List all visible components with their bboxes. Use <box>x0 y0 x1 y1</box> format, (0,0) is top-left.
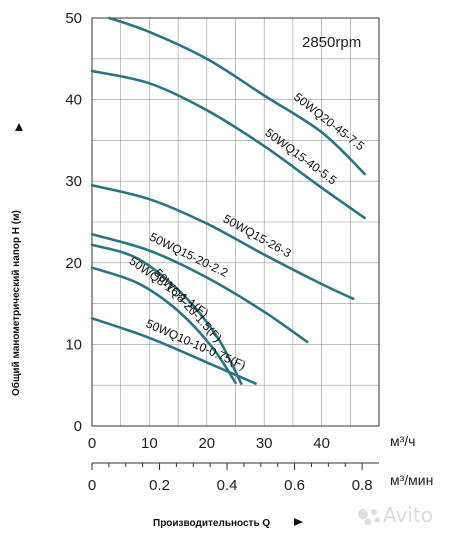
series-line-5 <box>90 243 243 385</box>
grid <box>92 18 379 426</box>
rpm-title: 2850rpm <box>302 34 361 51</box>
series-curves: 50WQ20-45-7.550WQ15-40-5.550WQ15-26-350W… <box>90 16 367 385</box>
y-tick-label: 40 <box>65 92 82 109</box>
plot-frame <box>91 17 380 427</box>
x-tick-label: 30 <box>256 435 273 452</box>
y-tick-label: 20 <box>65 255 82 272</box>
x-tick-label: 40 <box>313 435 330 452</box>
y-tick-label: 10 <box>65 336 82 353</box>
secondary-x-axis: 0 0.2 0.4 0.6 0.8 <box>88 462 379 494</box>
avito-watermark-icon: Avito <box>358 503 433 527</box>
series-line-3 <box>90 184 355 300</box>
x-axis-ticks: 0 10 20 30 40 <box>88 435 330 452</box>
secondary-x-tick-label: 0.4 <box>217 477 238 494</box>
series-line-7 <box>90 317 257 385</box>
y-tick-label: 0 <box>74 418 82 435</box>
x-tick-label: 20 <box>198 435 215 452</box>
secondary-x-tick-label: 0 <box>88 477 96 494</box>
series-line-6 <box>90 266 237 385</box>
x-axis-title: Производительность Q <box>153 518 270 529</box>
x-tick-label: 0 <box>88 435 96 452</box>
series-label-2: 50WQ15-40-5.5 <box>262 125 339 187</box>
y-axis-title: Общий манометрический напор H (м) <box>10 210 22 396</box>
x-unit-primary: м³/ч <box>390 433 415 449</box>
y-axis-arrow-icon <box>15 123 23 131</box>
x-unit-secondary: м³/мин <box>390 472 433 488</box>
y-tick-label: 50 <box>65 10 82 27</box>
svg-text:Avito: Avito <box>383 503 433 527</box>
y-tick-label: 30 <box>65 173 82 190</box>
series-line-4 <box>90 232 309 344</box>
series-line-2 <box>90 69 366 220</box>
secondary-x-tick-label: 0.2 <box>149 477 170 494</box>
series-line-1 <box>107 16 366 176</box>
x-tick-label: 10 <box>141 435 158 452</box>
secondary-x-tick-label: 0.8 <box>352 477 373 494</box>
secondary-x-tick-label: 0.6 <box>284 477 305 494</box>
y-axis-ticks: 0 10 20 30 40 50 <box>65 10 82 435</box>
x-axis-arrow-icon <box>294 518 303 526</box>
